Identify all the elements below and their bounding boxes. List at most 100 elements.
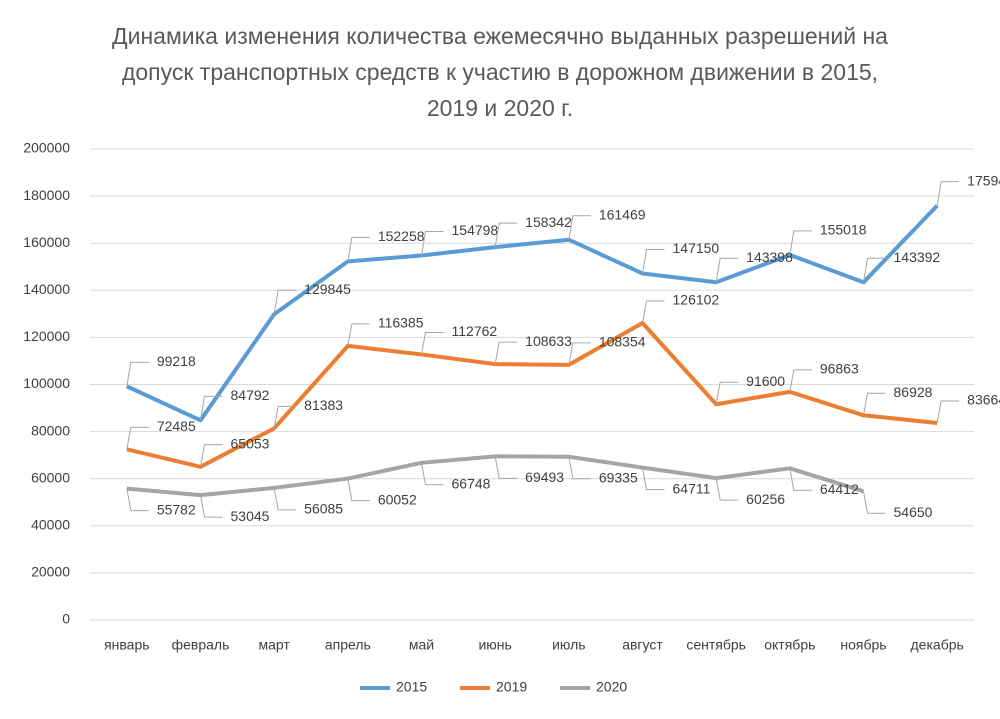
leader-line bbox=[568, 215, 591, 240]
x-tick-label: ноябрь bbox=[840, 637, 886, 653]
leader-line bbox=[200, 395, 223, 421]
leader-line bbox=[347, 236, 370, 262]
y-tick-label: 20000 bbox=[31, 564, 70, 580]
x-tick-label: сентябрь bbox=[686, 637, 746, 653]
x-tick-label: март bbox=[259, 637, 291, 653]
data-label: 69493 bbox=[525, 469, 564, 485]
data-label: 158342 bbox=[525, 214, 572, 230]
leader-line bbox=[715, 257, 739, 283]
data-label: 55782 bbox=[157, 501, 196, 517]
data-label: 143398 bbox=[746, 249, 793, 265]
series-line bbox=[125, 204, 939, 423]
data-label: 129845 bbox=[304, 281, 351, 297]
series-line bbox=[126, 454, 865, 498]
y-tick-label: 140000 bbox=[23, 281, 70, 297]
leader-line bbox=[273, 405, 297, 429]
y-tick-label: 180000 bbox=[23, 187, 70, 203]
data-label: 83664 bbox=[967, 392, 1000, 408]
leader-line bbox=[126, 488, 149, 512]
leader-line bbox=[789, 230, 812, 256]
leader-line bbox=[421, 462, 444, 486]
series-line bbox=[126, 321, 938, 469]
y-tick-label: 80000 bbox=[31, 422, 70, 438]
leader-line bbox=[421, 331, 444, 355]
leader-line bbox=[642, 467, 665, 491]
data-label: 84792 bbox=[231, 387, 270, 403]
y-tick-label: 120000 bbox=[23, 328, 70, 344]
data-label: 99218 bbox=[157, 353, 196, 369]
legend-label: 2015 bbox=[396, 679, 427, 695]
leader-line bbox=[494, 456, 518, 479]
data-label: 69335 bbox=[599, 469, 638, 485]
data-label: 72485 bbox=[157, 418, 196, 434]
leader-line bbox=[568, 342, 591, 365]
leader-line bbox=[568, 456, 591, 480]
leader-line bbox=[126, 426, 149, 450]
data-label: 81383 bbox=[304, 397, 343, 413]
y-tick-label: 160000 bbox=[23, 234, 70, 250]
x-tick-label: октябрь bbox=[764, 637, 815, 653]
data-label: 112762 bbox=[452, 323, 498, 339]
leader-line bbox=[715, 478, 739, 501]
leader-line bbox=[863, 392, 886, 416]
leader-line bbox=[200, 444, 223, 467]
data-label: 64412 bbox=[820, 481, 859, 497]
leader-line bbox=[715, 381, 739, 405]
data-label: 54650 bbox=[894, 504, 933, 520]
data-label: 91600 bbox=[746, 373, 785, 389]
leader-line bbox=[273, 487, 297, 511]
y-tick-label: 0 bbox=[62, 611, 70, 627]
data-label: 96863 bbox=[820, 361, 859, 377]
leader-line bbox=[494, 222, 518, 248]
leader-line bbox=[789, 369, 812, 392]
leader-line bbox=[936, 400, 960, 424]
data-label: 65053 bbox=[231, 436, 270, 452]
data-label: 60052 bbox=[378, 491, 417, 507]
x-tick-label: июнь bbox=[478, 637, 511, 653]
leader-line bbox=[347, 323, 370, 347]
data-label: 147150 bbox=[673, 240, 720, 256]
leader-line bbox=[863, 257, 886, 283]
data-label: 86928 bbox=[894, 384, 933, 400]
x-tick-label: декабрь bbox=[911, 637, 964, 653]
legend-label: 2020 bbox=[596, 679, 627, 695]
data-label: 56085 bbox=[304, 501, 343, 517]
leader-line bbox=[863, 491, 886, 514]
x-tick-label: январь bbox=[104, 637, 149, 653]
leader-line bbox=[642, 248, 665, 274]
x-tick-label: февраль bbox=[172, 637, 230, 653]
data-label: 108354 bbox=[599, 334, 646, 350]
leader-line bbox=[494, 341, 518, 365]
data-label: 66748 bbox=[452, 476, 491, 492]
data-label: 64711 bbox=[673, 480, 711, 496]
leader-line bbox=[789, 468, 812, 491]
data-label: 60256 bbox=[746, 491, 785, 507]
x-tick-label: апрель bbox=[325, 637, 371, 653]
leader-line bbox=[200, 494, 223, 518]
x-tick-label: август bbox=[622, 637, 663, 653]
leader-line bbox=[273, 289, 297, 315]
data-label: 108633 bbox=[525, 333, 572, 349]
data-label: 155018 bbox=[820, 222, 867, 238]
y-tick-label: 60000 bbox=[31, 469, 70, 485]
data-label: 143392 bbox=[894, 249, 941, 265]
data-label: 53045 bbox=[231, 508, 270, 524]
y-tick-label: 100000 bbox=[23, 375, 70, 391]
y-tick-label: 40000 bbox=[31, 517, 70, 533]
legend-label: 2019 bbox=[496, 679, 527, 695]
x-tick-label: июль bbox=[552, 637, 585, 653]
chart-title: Динамика изменения количества ежемесячно… bbox=[112, 23, 888, 121]
leader-line bbox=[126, 361, 149, 387]
data-label: 116385 bbox=[378, 315, 424, 331]
y-tick-label: 200000 bbox=[23, 140, 70, 156]
leader-line bbox=[347, 478, 370, 502]
data-label: 152258 bbox=[378, 228, 425, 244]
leader-line bbox=[936, 181, 960, 206]
x-tick-label: май bbox=[409, 637, 434, 653]
data-label: 161469 bbox=[599, 206, 646, 222]
data-label: 154798 bbox=[452, 222, 499, 238]
data-label: 126102 bbox=[673, 292, 720, 308]
data-label: 175940 bbox=[967, 172, 1000, 188]
